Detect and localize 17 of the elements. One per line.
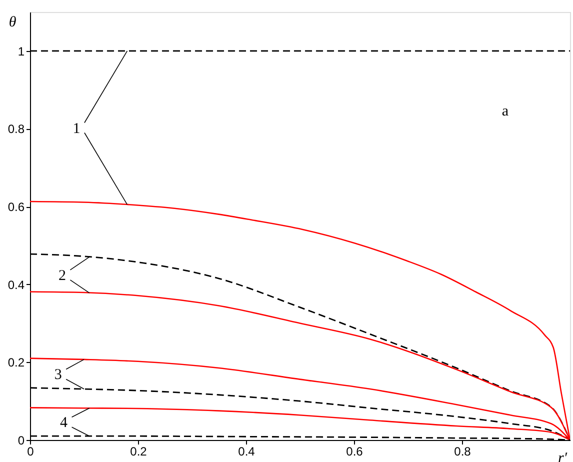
y-tick-label: 0.8 [8,122,25,136]
y-tick-label: 0.6 [8,200,25,214]
x-tick-label: 0.8 [454,444,472,458]
y-tick-label: 0.2 [8,356,25,370]
x-tick-label: 0.4 [238,444,256,458]
annotation: 3 [54,367,62,384]
annotation: a [502,103,509,120]
annotation: 1 [72,120,80,137]
y-tick-label: 0.4 [8,278,25,292]
y-tick-label: 1 [18,44,25,58]
x-tick-label: 0.2 [130,444,148,458]
x-tick-label: 0 [27,444,34,458]
x-tick-label: 0.6 [346,444,364,458]
annotation: 2 [58,268,66,284]
annotation: 4 [60,415,68,432]
y-tick-label: 0 [18,434,25,448]
y-axis-title: θ [8,14,17,30]
